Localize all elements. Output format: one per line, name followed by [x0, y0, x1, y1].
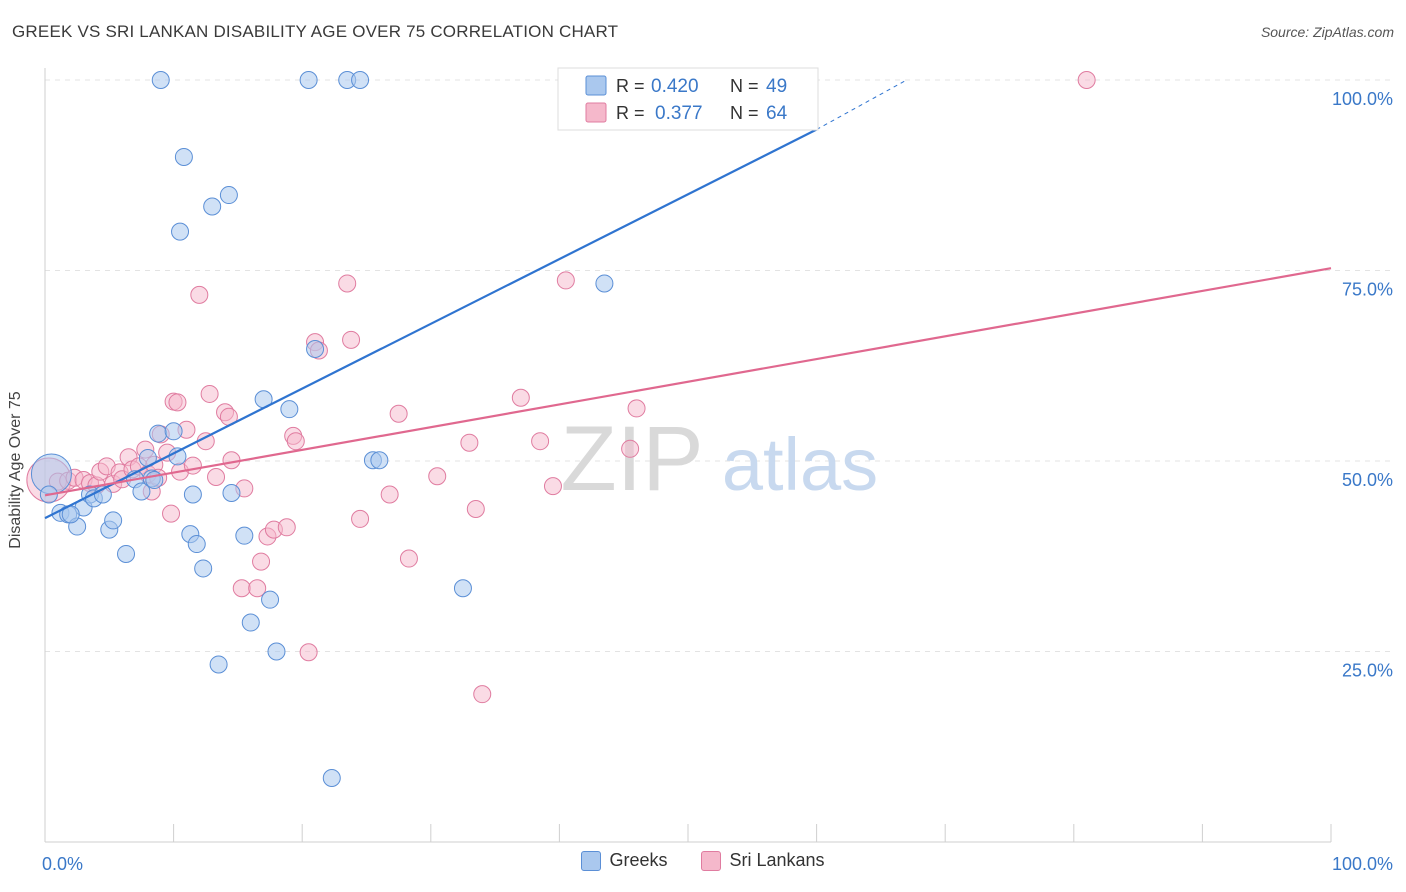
point-greeks [104, 511, 123, 530]
series-greeks [30, 71, 717, 787]
point-greeks [164, 422, 183, 441]
point-greeks [187, 535, 206, 554]
legend-n-label-srilankans: N = [730, 103, 759, 123]
point-greeks [453, 579, 472, 598]
point-srilankans [190, 285, 209, 304]
point-greeks [203, 197, 222, 216]
legend-r-value-greeks: 0.420 [651, 76, 699, 97]
point-greeks [370, 451, 389, 470]
point-greeks [280, 400, 299, 419]
point-srilankans [531, 432, 550, 451]
point-srilankans [342, 330, 361, 349]
point-srilankans [511, 388, 530, 407]
x-tick-label: 100.0% [1332, 854, 1393, 874]
point-greeks [117, 544, 136, 563]
trend-line-greeks [44, 128, 818, 520]
point-srilankans [380, 485, 399, 504]
point-srilankans [556, 271, 575, 290]
point-srilankans [543, 477, 562, 496]
series-srilankans [26, 71, 1096, 704]
y-tick-label: 25.0% [1342, 661, 1393, 681]
point-greeks [241, 613, 260, 632]
point-srilankans [207, 468, 226, 487]
point-srilankans [338, 274, 357, 293]
point-greeks [194, 559, 213, 578]
x-tick-label: 0.0% [42, 854, 83, 874]
y-tick-label: 75.0% [1342, 280, 1393, 300]
trend-lines [44, 79, 1332, 520]
trend-line-srilankans [44, 267, 1332, 497]
bottom-legend-greeks: Greeks [581, 850, 667, 871]
point-greeks [235, 526, 254, 545]
point-srilankans [473, 685, 492, 704]
point-greeks [219, 186, 238, 205]
legend-swatch-srilankans [585, 102, 607, 123]
point-srilankans [232, 579, 251, 598]
watermark: ZIP atlas [560, 408, 878, 510]
point-srilankans [351, 509, 370, 528]
point-greeks [322, 768, 341, 787]
legend-r-label-srilankans: R = [616, 103, 645, 123]
point-greeks [261, 590, 280, 609]
point-greeks [299, 71, 318, 89]
point-srilankans [277, 518, 296, 537]
tick-labels: 25.0% 50.0% 75.0% 100.0% 0.0% 100.0% [42, 89, 1393, 874]
legend-swatch-greeks [585, 75, 607, 96]
legend-n-value-greeks: 49 [766, 76, 787, 97]
point-srilankans [252, 552, 271, 571]
watermark-atlas: atlas [722, 423, 878, 506]
point-greeks [222, 484, 241, 503]
legend-n-value-srilankans: 64 [766, 103, 788, 124]
point-srilankans [183, 456, 202, 475]
legend-r-value-srilankans: 0.377 [655, 103, 703, 124]
legend-r-label-greeks: R = [616, 76, 645, 96]
point-srilankans [466, 500, 485, 519]
point-srilankans [621, 439, 640, 458]
point-greeks [151, 71, 170, 89]
point-srilankans [399, 549, 418, 568]
bottom-legend-srilankans: Sri Lankans [701, 850, 825, 871]
bottom-legend-swatch-srilankans [701, 850, 722, 871]
point-srilankans [286, 432, 305, 451]
gridlines [45, 79, 1392, 652]
trend-line-greeks-extension [816, 79, 907, 130]
y-tick-label: 100.0% [1332, 89, 1393, 109]
source-label: Source: ZipAtlas.com [1260, 24, 1394, 40]
watermark-zip: ZIP [560, 408, 703, 510]
legend-n-label-greeks: N = [730, 76, 759, 96]
bottom-legend-label-srilankans: Sri Lankans [729, 850, 825, 870]
point-srilankans [1077, 71, 1096, 89]
point-greeks [183, 485, 202, 504]
point-greeks [149, 424, 168, 443]
point-srilankans [389, 404, 408, 423]
point-srilankans [248, 579, 267, 598]
point-srilankans [460, 433, 479, 452]
point-greeks [351, 71, 370, 89]
point-srilankans [168, 393, 187, 412]
point-srilankans [428, 467, 447, 486]
point-greeks [209, 655, 228, 674]
top-legend: R = 0.420 N = 49 R = 0.377 N = 64 [557, 67, 819, 131]
point-srilankans [162, 504, 181, 523]
bottom-legend: Greeks Sri Lankans [0, 850, 1406, 871]
point-greeks [174, 147, 193, 166]
point-greeks [306, 339, 325, 358]
point-srilankans [200, 384, 219, 403]
point-srilankans [299, 643, 318, 662]
point-greeks [267, 642, 286, 661]
chart-title: GREEK VS SRI LANKAN DISABILITY AGE OVER … [12, 22, 619, 41]
point-greeks [595, 274, 614, 293]
y-tick-label: 50.0% [1342, 470, 1393, 490]
point-srilankans [627, 399, 646, 418]
point-greeks [132, 482, 151, 501]
bottom-legend-swatch-greeks [581, 850, 602, 871]
bottom-legend-label-greeks: Greeks [609, 850, 668, 870]
point-greeks [171, 222, 190, 241]
